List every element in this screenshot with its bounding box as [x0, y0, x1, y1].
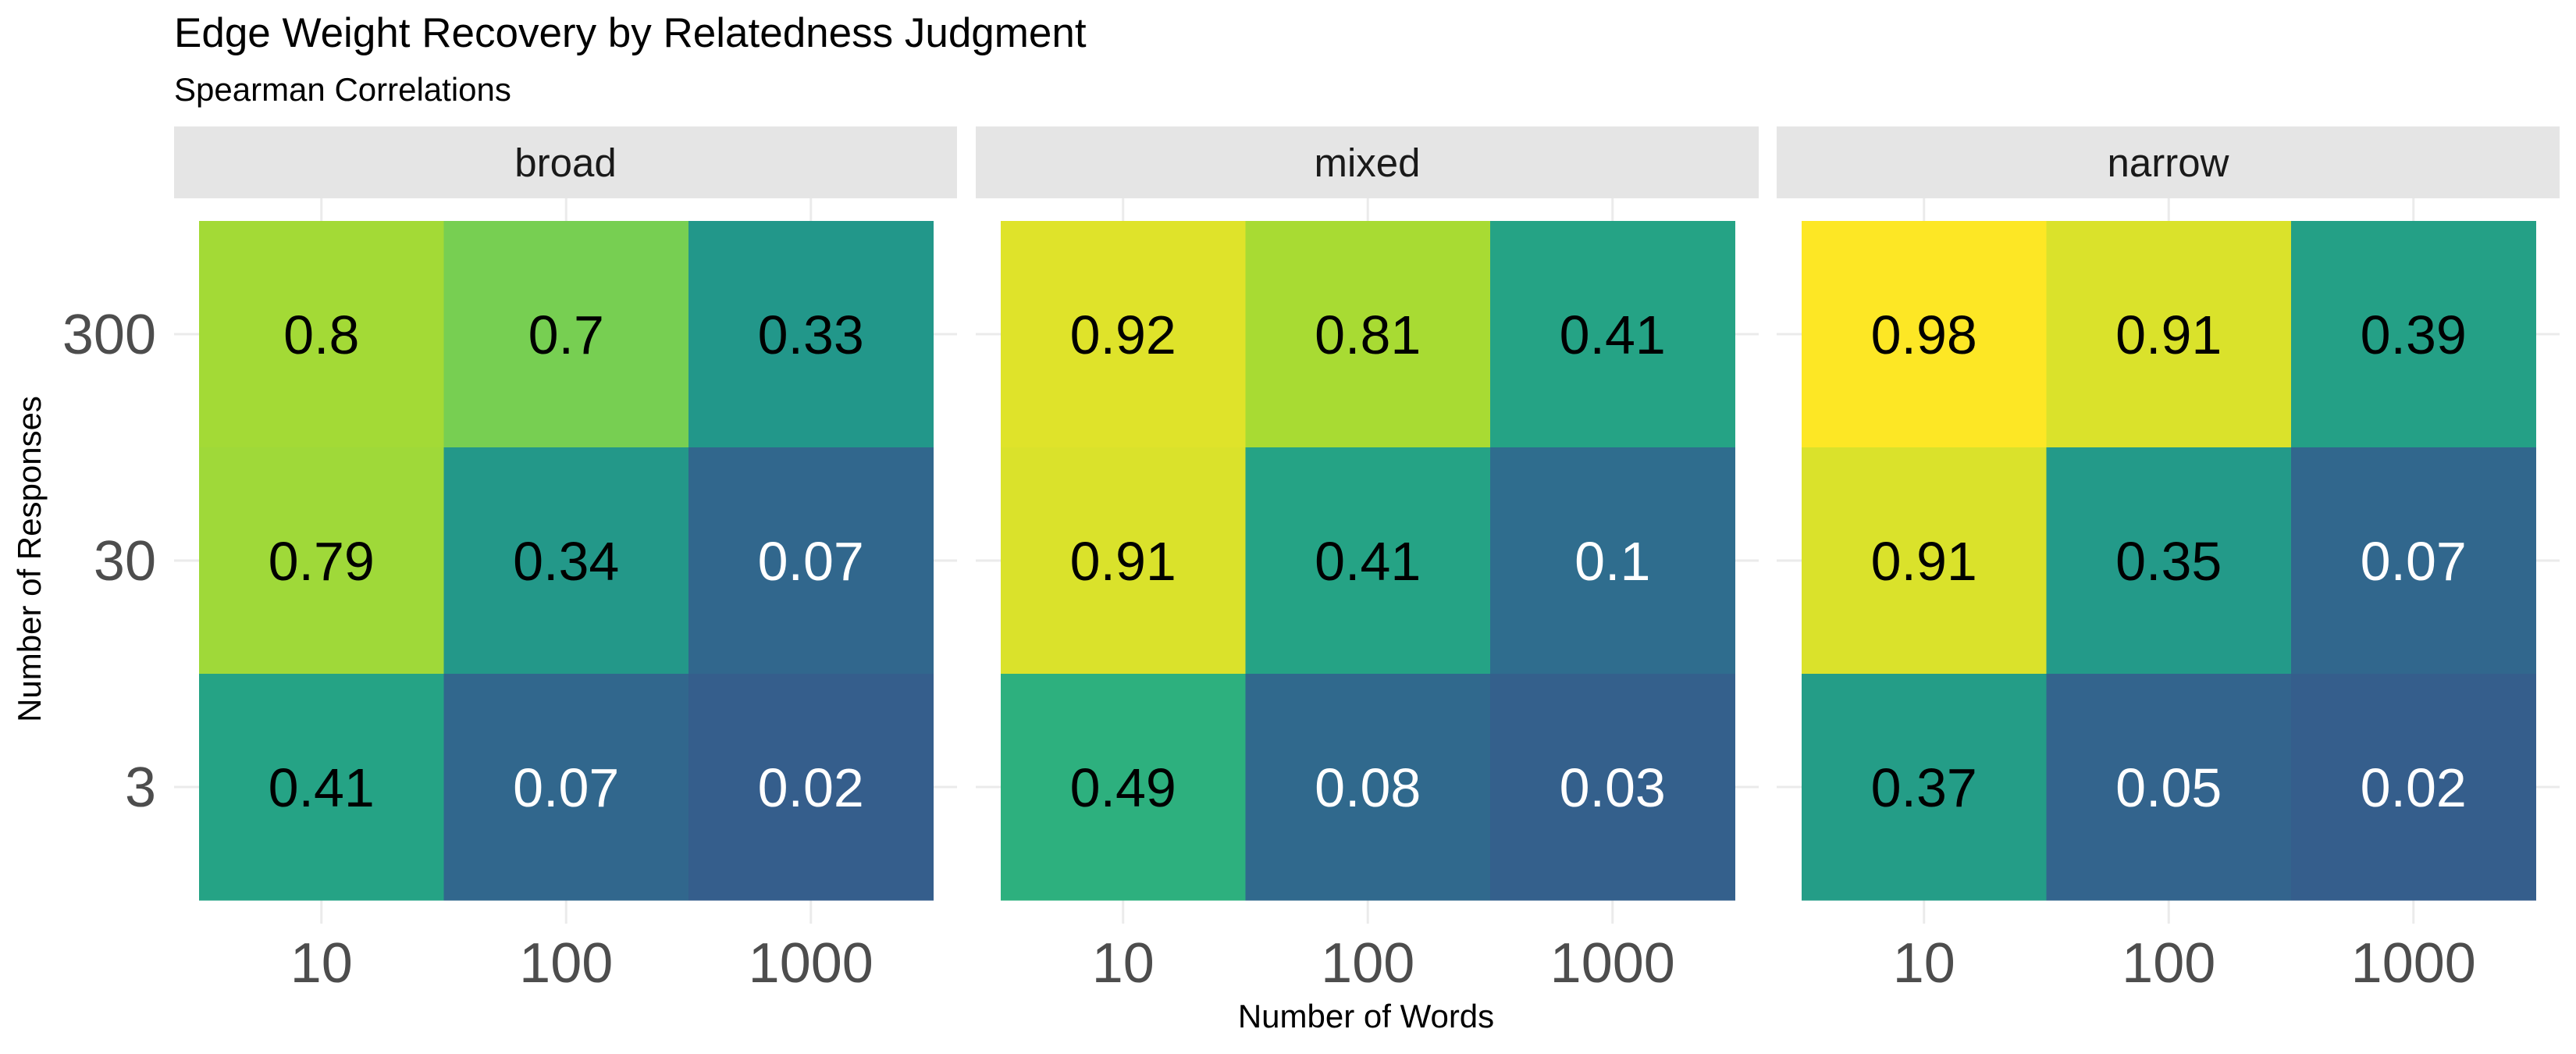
- cell-value-label: 0.33: [758, 304, 864, 365]
- cell-value-label: 0.05: [2115, 757, 2222, 818]
- facet-strip: [174, 126, 957, 198]
- cell-value-label: 0.91: [2115, 304, 2222, 365]
- x-tick-label: 10: [1893, 932, 1955, 995]
- heatmap-cell: [199, 447, 444, 675]
- y-axis-title: Number of Responses: [11, 396, 48, 722]
- heatmap-cell: [1001, 447, 1246, 675]
- heatmap-cell: [2046, 447, 2292, 675]
- cell-value-label: 0.41: [1315, 531, 1421, 592]
- x-tick-label: 1000: [749, 932, 873, 995]
- cell-value-label: 0.41: [269, 757, 375, 818]
- heatmap-cell: [1001, 221, 1246, 448]
- x-tick-label: 10: [290, 932, 353, 995]
- cell-value-label: 0.7: [528, 304, 604, 365]
- cell-value-label: 0.98: [1871, 304, 1977, 365]
- x-tick-label: 1000: [1550, 932, 1675, 995]
- heatmap-cell: [688, 674, 934, 901]
- facet-panel-narrow: narrow 0.98 0.91 0.39 0.91 0.35 0.07 0.37 0.05 0.…: [1777, 126, 2560, 995]
- heatmap-cell: [2291, 221, 2536, 448]
- y-tick-label: 3: [125, 757, 156, 819]
- heatmap-cell: [1490, 674, 1735, 901]
- facet-panel-broad: broad 0.8 0.7 0.33 0.79 0.34 0.07 0.41 0.07 0.02 1…: [174, 126, 957, 995]
- heatmap-cell: [2046, 674, 2292, 901]
- cell-value-label: 0.08: [1315, 757, 1421, 818]
- heatmap-cell: [1802, 674, 2047, 901]
- heatmap-cell: [2291, 674, 2536, 901]
- x-tick-label: 100: [2122, 932, 2215, 995]
- cell-value-label: 0.1: [1574, 531, 1650, 592]
- cell-value-label: 0.81: [1315, 304, 1421, 365]
- heatmap-cell: [1802, 447, 2047, 675]
- facet-panel-mixed: mixed 0.92 0.81 0.41 0.91 0.41 0.1 0.49 0.08 0.03…: [976, 126, 1759, 995]
- facet-strip: [976, 126, 1759, 198]
- cell-value-label: 0.02: [758, 757, 864, 818]
- x-tick-label: 100: [519, 932, 613, 995]
- x-axis-title: Number of Words: [1238, 998, 1494, 1034]
- facet-strip-label: narrow: [2108, 141, 2229, 185]
- chart-subtitle: Spearman Correlations: [174, 71, 511, 108]
- heatmap-cell: [1490, 221, 1735, 448]
- x-tick-label: 10: [1092, 932, 1155, 995]
- facet-strip-label: mixed: [1314, 141, 1420, 185]
- cell-value-label: 0.91: [1871, 531, 1977, 592]
- facet-strip: [1777, 126, 2560, 198]
- heatmap-cell: [688, 447, 934, 675]
- cell-value-label: 0.34: [513, 531, 619, 592]
- cell-value-label: 0.07: [513, 757, 619, 818]
- cell-value-label: 0.39: [2361, 304, 2467, 365]
- y-tick-label: 30: [94, 530, 156, 593]
- cell-value-label: 0.41: [1560, 304, 1666, 365]
- heatmap-cell: [199, 674, 444, 901]
- heatmap-cell: [688, 221, 934, 448]
- cell-value-label: 0.79: [269, 531, 375, 592]
- heatmap-cell: [1001, 674, 1246, 901]
- cell-value-label: 0.07: [758, 531, 864, 592]
- heatmap-cell: [1245, 447, 1491, 675]
- heatmap-cell: [199, 221, 444, 448]
- cell-value-label: 0.92: [1070, 304, 1176, 365]
- heatmap-cell: [2046, 221, 2292, 448]
- cell-value-label: 0.91: [1070, 531, 1176, 592]
- cell-value-label: 0.8: [283, 304, 359, 365]
- heatmap-cell: [2291, 447, 2536, 675]
- x-tick-label: 100: [1321, 932, 1414, 995]
- cell-value-label: 0.37: [1871, 757, 1977, 818]
- facet-strip-label: broad: [514, 141, 616, 185]
- heatmap-cell: [443, 221, 689, 448]
- heatmap-cell: [1802, 221, 2047, 448]
- cell-value-label: 0.02: [2361, 757, 2467, 818]
- heatmap-cell: [443, 447, 689, 675]
- cell-value-label: 0.07: [2361, 531, 2467, 592]
- cell-value-label: 0.35: [2115, 531, 2222, 592]
- y-tick-label: 300: [62, 304, 156, 366]
- facet-panels: broad 0.8 0.7 0.33 0.79 0.34 0.07 0.41 0.07 0.02 1…: [62, 126, 2560, 995]
- cell-value-label: 0.49: [1070, 757, 1176, 818]
- heatmap-cell: [443, 674, 689, 901]
- heatmap-cell: [1490, 447, 1735, 675]
- chart-title: Edge Weight Recovery by Relatedness Judg…: [174, 10, 1087, 56]
- cell-value-label: 0.03: [1560, 757, 1666, 818]
- heatmap-cell: [1245, 674, 1491, 901]
- heatmap-cell: [1245, 221, 1491, 448]
- x-tick-label: 1000: [2351, 932, 2476, 995]
